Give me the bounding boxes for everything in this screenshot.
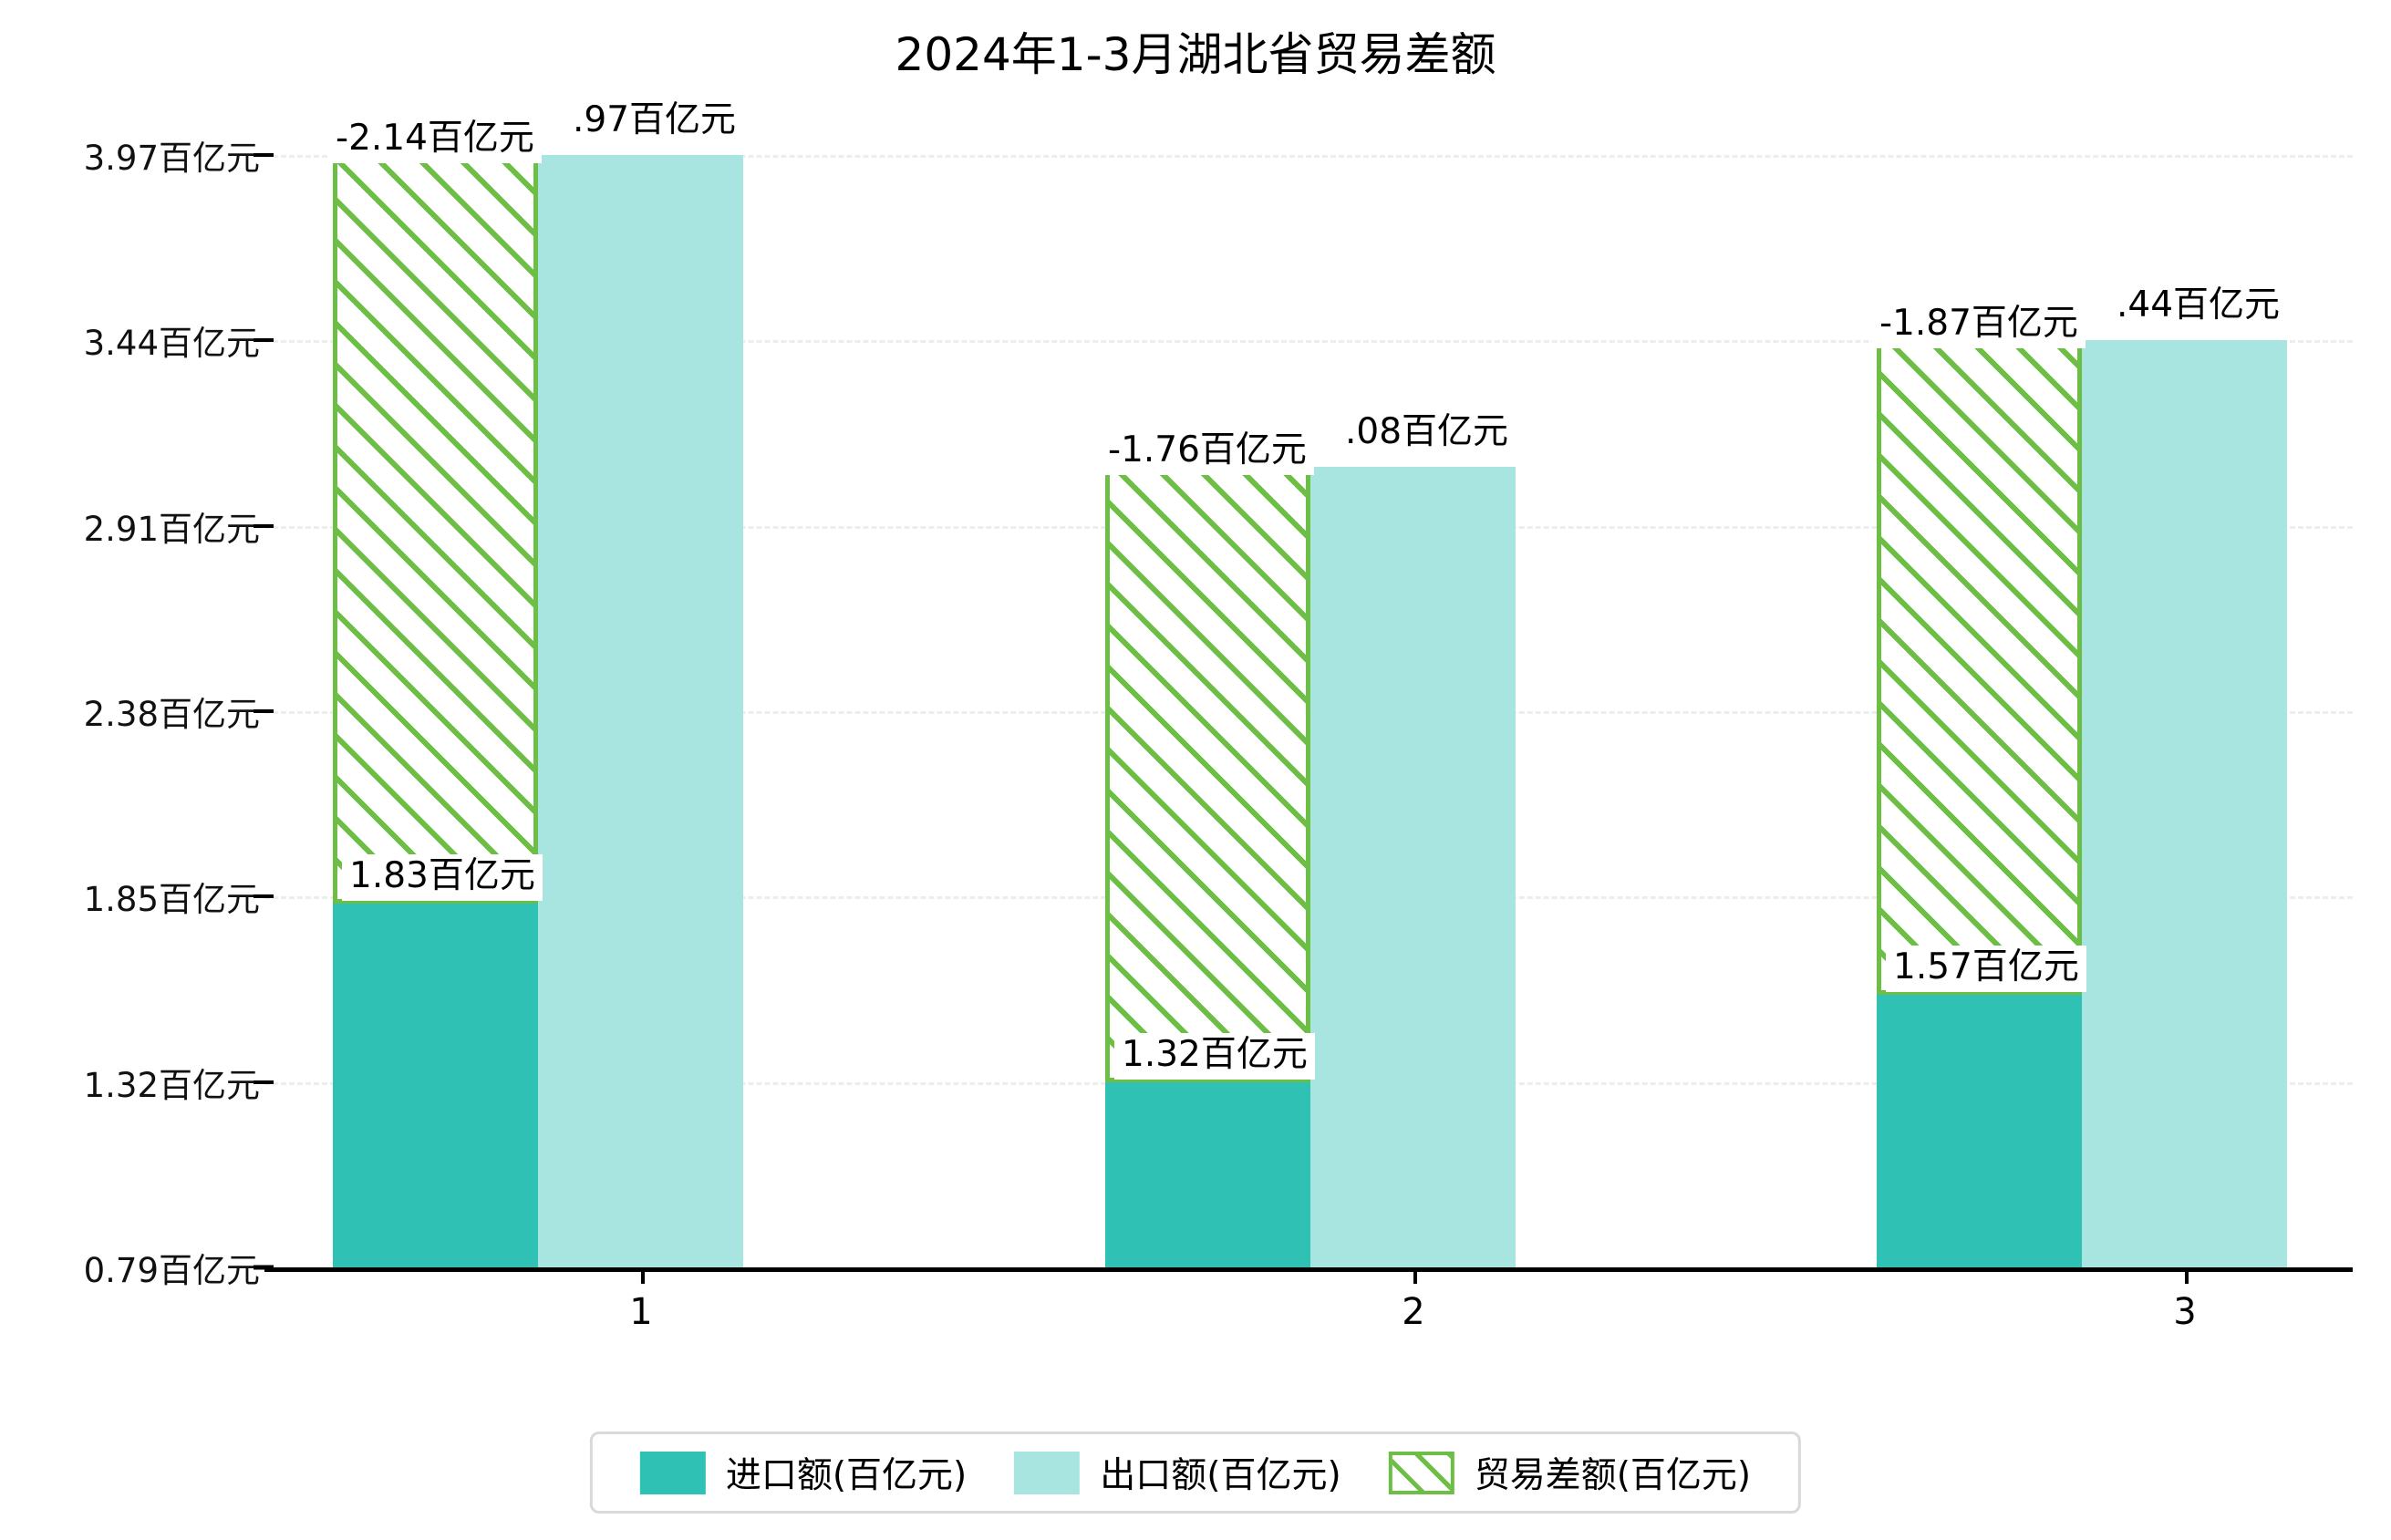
data-label-import-1: 1.83百亿元 [342,854,543,901]
y-tick-label: 2.91百亿元 [83,510,260,549]
y-tick-mark [254,524,274,528]
x-tick-label-3: 3 [2173,1291,2197,1333]
data-label-export-1: .97百亿元 [565,98,744,145]
y-tick-label: 1.32百亿元 [83,1066,260,1105]
chart-legend: 进口额(百亿元) 出口额(百亿元) 贸易差额(百亿元) [589,1431,1802,1514]
data-label-export-3: .44百亿元 [2109,284,2288,330]
legend-item-export[interactable]: 出口额(百亿元) [990,1447,1364,1498]
y-tick-mark [254,1265,274,1270]
chart-title: 2024年1-3月湖北省贸易差额 [895,28,1496,81]
data-label-import-3: 1.57百亿元 [1886,946,2086,992]
bar-export-3[interactable] [2082,340,2287,1267]
y-tick-mark [254,338,274,342]
gridline [264,155,2353,158]
bar-diff-3[interactable] [1877,340,2082,995]
gridline [264,340,2353,343]
legend-item-import[interactable]: 进口额(百亿元) [616,1447,990,1498]
x-axis-line [264,1267,2353,1272]
y-tick-label: 3.44百亿元 [83,324,260,363]
y-tick-label: 3.97百亿元 [83,139,260,178]
legend-swatch-export-icon [1014,1451,1081,1494]
data-label-import-2: 1.32百亿元 [1114,1033,1315,1080]
y-tick-label: 1.85百亿元 [83,880,260,919]
data-label-diff-1: -2.14百亿元 [328,117,542,163]
x-tick-label-1: 1 [629,1291,653,1333]
bar-import-1[interactable] [333,904,538,1267]
bar-export-1[interactable] [538,155,743,1267]
legend-label-import: 进口额(百亿元) [725,1455,968,1496]
y-tick-label: 2.38百亿元 [83,695,260,734]
data-label-export-2: .08百亿元 [1338,410,1516,457]
data-label-diff-2: -1.76百亿元 [1101,429,1314,475]
data-label-diff-3: -1.87百亿元 [1872,302,2086,348]
legend-item-balance[interactable]: 贸易差额(百亿元) [1365,1447,1775,1498]
legend-swatch-balance-icon [1388,1451,1454,1494]
bar-export-2[interactable] [1310,467,1516,1267]
x-tick-mark [1413,1267,1417,1284]
legend-label-balance: 贸易差额(百亿元) [1474,1455,1752,1496]
y-tick-mark [254,1080,274,1084]
legend-swatch-import-icon [639,1451,706,1494]
x-tick-mark [641,1267,645,1284]
bar-diff-1[interactable] [333,155,538,904]
x-tick-mark [2185,1267,2189,1284]
y-tick-mark [254,709,274,713]
y-tick-label: 0.79百亿元 [83,1251,260,1290]
bar-diff-2[interactable] [1105,467,1310,1082]
y-tick-mark [254,153,274,157]
y-tick-mark [254,894,274,898]
x-tick-label-2: 2 [1402,1291,1425,1333]
bar-import-2[interactable] [1105,1082,1310,1267]
bar-import-3[interactable] [1877,995,2082,1267]
legend-label-export: 出口额(百亿元) [1100,1455,1341,1496]
